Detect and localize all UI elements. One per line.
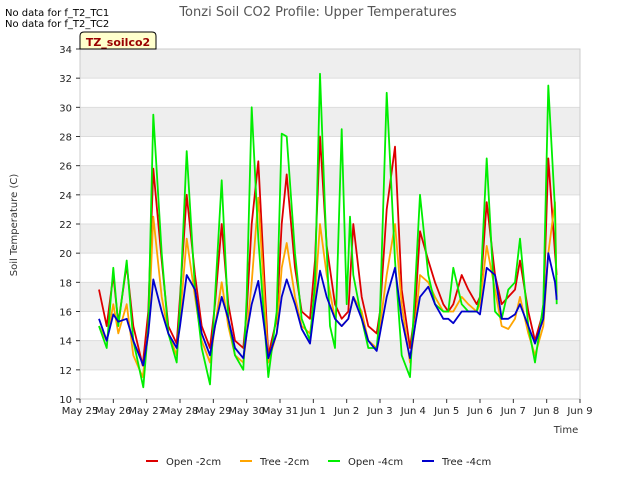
y-tick-label: 18	[59, 278, 72, 289]
x-tick-label: Jun 7	[500, 406, 526, 417]
y-axis-label: Soil Temperature (C)	[9, 174, 20, 277]
legend-label: Open -4cm	[348, 457, 403, 468]
series-lines	[98, 72, 558, 389]
y-tick-label: 32	[59, 74, 72, 85]
x-tick-label: Jun 5	[433, 406, 459, 417]
y-tick-label: 26	[59, 162, 72, 173]
legend-label: Tree -4cm	[441, 457, 491, 468]
x-tick-label: May 26	[95, 406, 132, 417]
x-tick-label: Jun 4	[400, 406, 426, 417]
x-tick-label: Jun 3	[366, 406, 392, 417]
y-tick-label: 34	[59, 45, 72, 56]
x-tick-label: May 31	[262, 406, 299, 417]
no-data-note-2: No data for f_T2_TC2	[5, 19, 110, 30]
x-tick-label: May 30	[228, 406, 265, 417]
grid-bands	[80, 49, 580, 400]
y-tick-label: 12	[59, 366, 72, 377]
x-tick-label: May 28	[162, 406, 199, 417]
x-tick-label: Jun 9	[566, 406, 592, 417]
y-tick-label: 20	[59, 249, 72, 260]
series-line-tree-4cm	[98, 252, 558, 367]
series-line-open-4cm	[98, 72, 558, 389]
y-tick-label: 22	[59, 220, 72, 231]
y-tick-label: 30	[59, 103, 72, 114]
badge: TZ_soilco2	[79, 31, 157, 50]
x-tick-label: Jun 1	[300, 406, 326, 417]
chart-title: Tonzi Soil CO2 Profile: Upper Temperatur…	[178, 5, 457, 20]
x-tick-label: Jun 2	[333, 406, 359, 417]
x-tick-label: Jun 6	[466, 406, 492, 417]
grid-band	[80, 107, 580, 137]
y-axis: 10 12 14 16 18 20 22 24 26 28 30 32 34	[59, 45, 80, 406]
badge-label: TZ_soilco2	[86, 36, 150, 49]
legend-label: Tree -2cm	[259, 457, 309, 468]
legend-label: Open -2cm	[166, 457, 221, 468]
legend: Open -2cm Tree -2cm Open -4cm Tree -4cm	[146, 457, 491, 468]
grid-band	[80, 165, 580, 195]
x-axis-label: Time	[553, 425, 578, 436]
y-tick-label: 14	[59, 337, 72, 348]
grid-band	[80, 224, 580, 254]
y-tick-label: 24	[59, 191, 72, 202]
x-tick-label: May 27	[128, 406, 165, 417]
x-tick-label: May 25	[62, 406, 99, 417]
x-tick-label: Jun 8	[533, 406, 559, 417]
x-tick-label: May 29	[195, 406, 232, 417]
y-tick-label: 28	[59, 133, 72, 144]
y-tick-label: 16	[59, 308, 72, 319]
grid-band	[80, 340, 580, 370]
no-data-note-1: No data for f_T2_TC1	[5, 8, 110, 19]
y-tick-label: 10	[59, 395, 72, 406]
grid-band	[80, 49, 580, 79]
